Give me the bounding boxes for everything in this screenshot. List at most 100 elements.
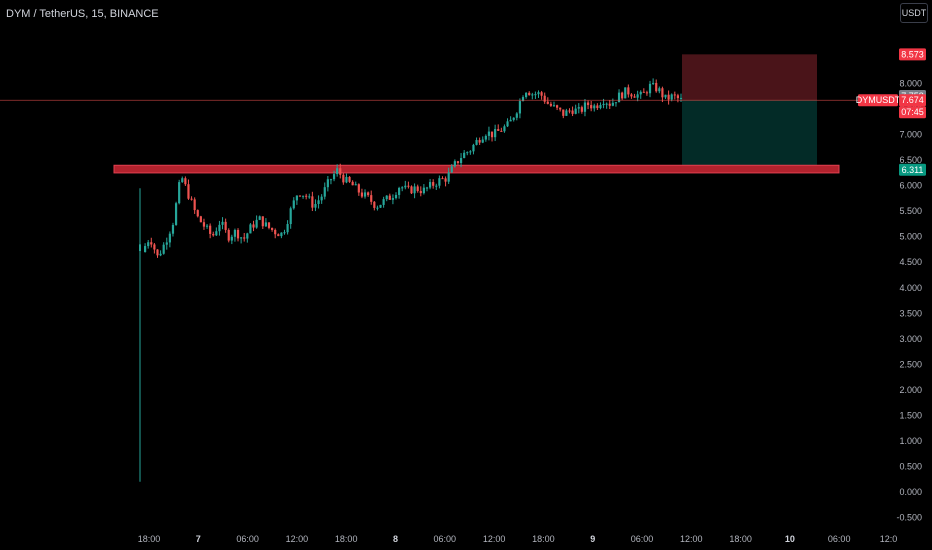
candle-body xyxy=(292,200,295,209)
candle-body xyxy=(441,178,444,180)
take-profit-box xyxy=(682,100,817,170)
candle-body xyxy=(193,199,196,211)
price-axis[interactable]: 8.0007.5007.0006.5006.0005.5005.0004.500… xyxy=(896,79,922,523)
candle-body xyxy=(444,178,447,182)
time-axis[interactable]: 18:00 7 06:00 12:00 18:00 8 06:00 12:00 18:00 9 06… xyxy=(138,534,898,544)
candle-body xyxy=(466,152,469,154)
candle-body xyxy=(679,97,683,99)
candle-body xyxy=(298,195,302,197)
candle-body xyxy=(373,201,376,208)
candle-body xyxy=(590,105,593,109)
position-boxes xyxy=(682,54,817,170)
price-tag-last: 7.674 xyxy=(899,94,926,107)
candle-body xyxy=(218,224,221,232)
candle-body xyxy=(655,82,658,92)
candle-body xyxy=(407,185,410,187)
candle-body xyxy=(317,200,320,204)
candle-body xyxy=(639,91,642,95)
y-tick-label: 6.000 xyxy=(899,181,922,191)
candle-body xyxy=(648,83,652,94)
candle-body xyxy=(329,179,333,181)
x-tick-label: 18:00 xyxy=(729,534,752,544)
candle-body xyxy=(215,231,218,236)
candle-body xyxy=(559,107,562,110)
candle-body xyxy=(636,94,639,98)
candle-body xyxy=(139,244,141,252)
candle-body xyxy=(543,95,546,102)
candle-body xyxy=(336,168,339,175)
candles xyxy=(139,78,683,482)
price-tag-bg xyxy=(899,163,926,176)
candle-body xyxy=(286,224,289,233)
candle-body xyxy=(295,195,298,201)
x-tick-label: 9 xyxy=(590,534,595,544)
candle-body xyxy=(367,192,370,196)
candle-body xyxy=(280,232,283,237)
y-tick-label: -0.500 xyxy=(896,512,922,522)
candle-body xyxy=(605,103,608,105)
candle-body xyxy=(602,103,605,106)
candle-body xyxy=(487,131,491,136)
price-tag-bg xyxy=(899,106,926,119)
price-tag-symbol: DYMUSDT xyxy=(856,94,901,107)
price-tag-label: DYMUSDT xyxy=(856,95,901,105)
candle-body xyxy=(187,184,190,199)
x-tick-label: 12:00 xyxy=(680,534,703,544)
candle-body xyxy=(484,135,487,140)
candle-body xyxy=(385,195,388,200)
candle-body xyxy=(249,224,252,234)
candle-body xyxy=(652,82,655,84)
candle-body xyxy=(143,246,147,253)
candle-body xyxy=(497,129,500,131)
candle-body xyxy=(503,126,506,132)
candle-body xyxy=(624,87,627,99)
candle-body xyxy=(673,94,676,96)
y-tick-label: 3.500 xyxy=(899,308,922,318)
candle-body xyxy=(382,199,385,205)
candle-body xyxy=(515,113,518,118)
candle-body xyxy=(370,195,373,202)
candle-body xyxy=(410,186,413,194)
price-tag-countdown: 07:45 xyxy=(899,106,926,119)
x-tick-label: 18:00 xyxy=(532,534,555,544)
candle-body xyxy=(388,195,391,200)
x-tick-label: 12:00 xyxy=(286,534,309,544)
candle-body xyxy=(518,101,522,114)
candle-body xyxy=(401,187,404,189)
candle-body xyxy=(184,178,187,185)
candle-body xyxy=(258,216,261,220)
y-tick-label: 0.000 xyxy=(899,487,922,497)
candle-body xyxy=(224,221,227,230)
price-tag-label: 7.674 xyxy=(901,95,924,105)
currency-button[interactable]: USDT xyxy=(900,3,928,23)
candle-body xyxy=(311,196,314,208)
candle-body xyxy=(391,198,395,200)
candle-body xyxy=(416,186,419,192)
candle-body xyxy=(459,158,463,164)
y-tick-label: 2.000 xyxy=(899,385,922,395)
candle-body xyxy=(199,216,202,223)
candle-body xyxy=(422,187,425,194)
x-tick-label: 7 xyxy=(196,534,201,544)
candle-body xyxy=(568,110,571,112)
support-zone xyxy=(113,164,840,174)
y-tick-label: 8.000 xyxy=(899,79,922,89)
candle-body xyxy=(153,244,156,250)
candle-body xyxy=(332,174,336,180)
y-tick-label: 6.500 xyxy=(899,155,922,165)
candle-body xyxy=(289,208,292,225)
candle-body xyxy=(271,227,274,230)
candle-body xyxy=(205,225,209,227)
candle-body xyxy=(425,187,429,189)
candle-body xyxy=(246,233,249,239)
candle-body xyxy=(255,219,258,228)
candle-body xyxy=(549,103,552,106)
candle-body xyxy=(478,140,481,143)
candle-body xyxy=(670,94,673,100)
candle-body xyxy=(580,107,583,112)
candle-body xyxy=(676,95,680,99)
candle-body xyxy=(181,178,184,183)
candle-body xyxy=(481,139,484,143)
candle-body xyxy=(351,181,354,186)
